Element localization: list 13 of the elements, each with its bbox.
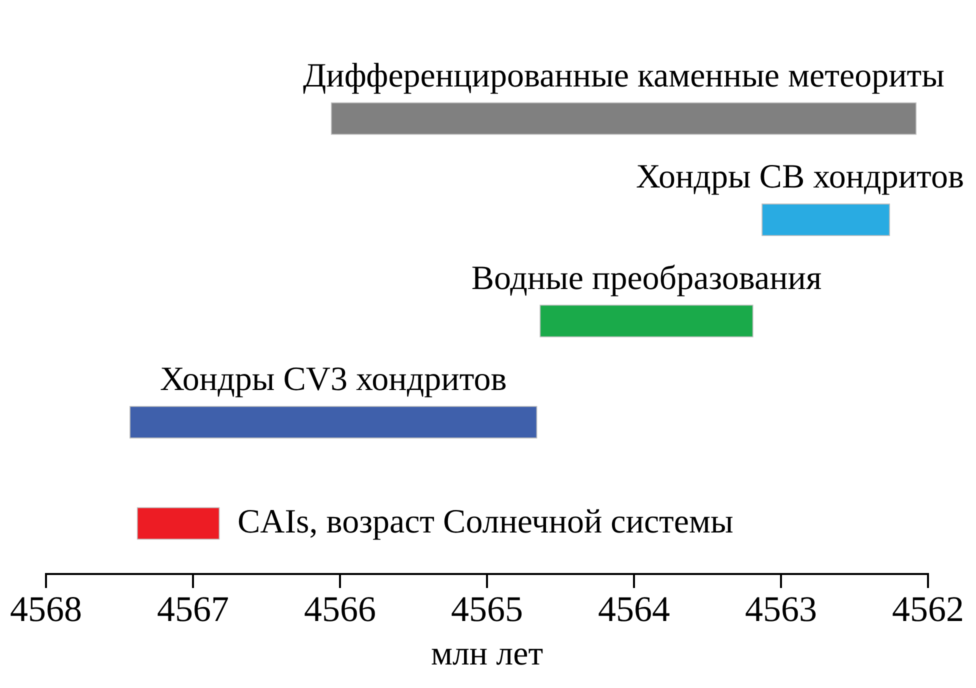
y-tick-label: CAIs, возраст Солнечной системы — [237, 503, 734, 540]
x-tick-label: 4566 — [304, 589, 376, 630]
x-tick-label: 4568 — [10, 589, 82, 630]
y-tick-label: Водные преобразования — [471, 260, 822, 297]
x-tick-label: 4565 — [451, 589, 523, 630]
x-tick-label: 4562 — [892, 589, 964, 630]
x-tick-label: 4563 — [745, 589, 817, 630]
x-tick-label: 4564 — [598, 589, 670, 630]
y-tick-label: Хондры CB хондритов — [636, 158, 964, 196]
x-tick-label: 4567 — [157, 589, 229, 630]
y-tick-label: Дифференцированные каменные метеориты — [302, 58, 945, 95]
x-axis-title: млн лет — [430, 636, 544, 673]
y-tick-label: Хондры CV3 хондритов — [160, 361, 507, 398]
